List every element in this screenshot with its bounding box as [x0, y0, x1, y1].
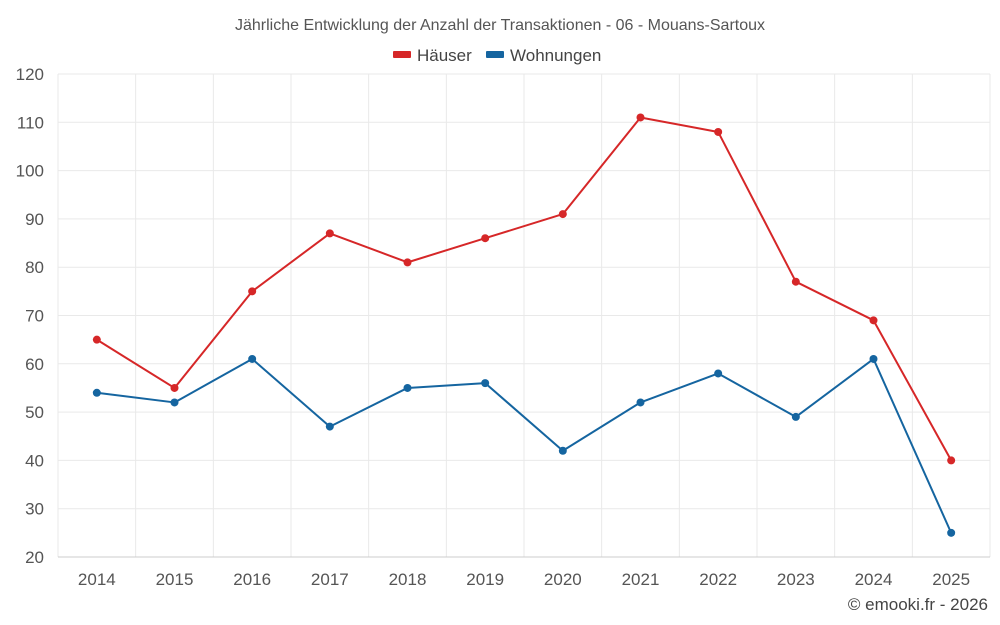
data-point-wohnungen[interactable] — [325, 422, 334, 431]
y-tick-label: 50 — [25, 403, 44, 422]
y-tick-label: 30 — [25, 500, 44, 519]
y-tick-label: 60 — [25, 355, 44, 374]
data-point-haeuser[interactable] — [481, 234, 490, 243]
chart-title: Jährliche Entwicklung der Anzahl der Tra… — [235, 17, 765, 34]
y-tick-label: 90 — [25, 210, 44, 229]
data-point-haeuser[interactable] — [248, 287, 257, 296]
x-tick-label: 2019 — [466, 570, 504, 589]
data-point-wohnungen[interactable] — [714, 369, 723, 378]
credit-text: © emooki.fr - 2026 — [848, 595, 988, 614]
x-tick-label: 2016 — [233, 570, 271, 589]
legend-item-haeuser[interactable]: Häuser — [393, 46, 472, 65]
legend-label-haeuser: Häuser — [417, 46, 472, 65]
data-point-wohnungen[interactable] — [558, 446, 567, 455]
gridlines — [57, 73, 991, 558]
x-tick-label: 2015 — [156, 570, 194, 589]
data-point-haeuser[interactable] — [325, 229, 334, 238]
y-tick-label: 100 — [16, 162, 44, 181]
data-point-haeuser[interactable] — [92, 335, 101, 344]
legend-swatch-wohnungen — [486, 51, 504, 58]
data-point-wohnungen[interactable] — [170, 398, 179, 407]
x-tick-label: 2022 — [699, 570, 737, 589]
y-tick-label: 80 — [25, 258, 44, 277]
legend: Häuser Wohnungen — [393, 46, 601, 65]
data-point-wohnungen[interactable] — [869, 354, 878, 363]
data-point-wohnungen[interactable] — [481, 379, 490, 388]
data-point-wohnungen[interactable] — [947, 528, 956, 537]
x-tick-label: 2021 — [622, 570, 660, 589]
data-point-haeuser[interactable] — [869, 316, 878, 325]
legend-label-wohnungen: Wohnungen — [510, 46, 601, 65]
data-point-wohnungen[interactable] — [791, 412, 800, 421]
data-point-haeuser[interactable] — [636, 113, 645, 122]
data-point-haeuser[interactable] — [791, 277, 800, 286]
x-tick-label: 2023 — [777, 570, 815, 589]
data-point-haeuser[interactable] — [170, 383, 179, 392]
series-group — [92, 113, 956, 537]
data-point-haeuser[interactable] — [403, 258, 412, 267]
data-point-wohnungen[interactable] — [248, 354, 257, 363]
data-point-haeuser[interactable] — [714, 127, 723, 136]
y-tick-label: 20 — [25, 548, 44, 567]
y-tick-label: 40 — [25, 451, 44, 470]
series-line-haeuser — [96, 116, 953, 461]
data-point-haeuser[interactable] — [947, 456, 956, 465]
x-tick-label: 2014 — [78, 570, 116, 589]
data-point-wohnungen[interactable] — [636, 398, 645, 407]
y-axis-ticks: 20 30 40 50 60 70 80 90 100 110 120 — [16, 65, 44, 567]
legend-swatch-haeuser — [393, 51, 411, 58]
x-tick-label: 2024 — [855, 570, 893, 589]
y-tick-label: 120 — [16, 65, 44, 84]
x-tick-label: 2017 — [311, 570, 349, 589]
data-point-wohnungen[interactable] — [403, 383, 412, 392]
data-point-wohnungen[interactable] — [92, 388, 101, 397]
x-tick-label: 2025 — [932, 570, 970, 589]
x-axis-ticks: 2014 2015 2016 2017 2018 2019 2020 2021 2022 2023… — [78, 570, 970, 589]
data-point-haeuser[interactable] — [558, 210, 567, 219]
legend-item-wohnungen[interactable]: Wohnungen — [486, 46, 601, 65]
x-tick-label: 2018 — [389, 570, 427, 589]
x-tick-label: 2020 — [544, 570, 582, 589]
series-line-wohnungen — [96, 357, 953, 534]
y-tick-label: 70 — [25, 307, 44, 326]
y-tick-label: 110 — [17, 113, 44, 132]
